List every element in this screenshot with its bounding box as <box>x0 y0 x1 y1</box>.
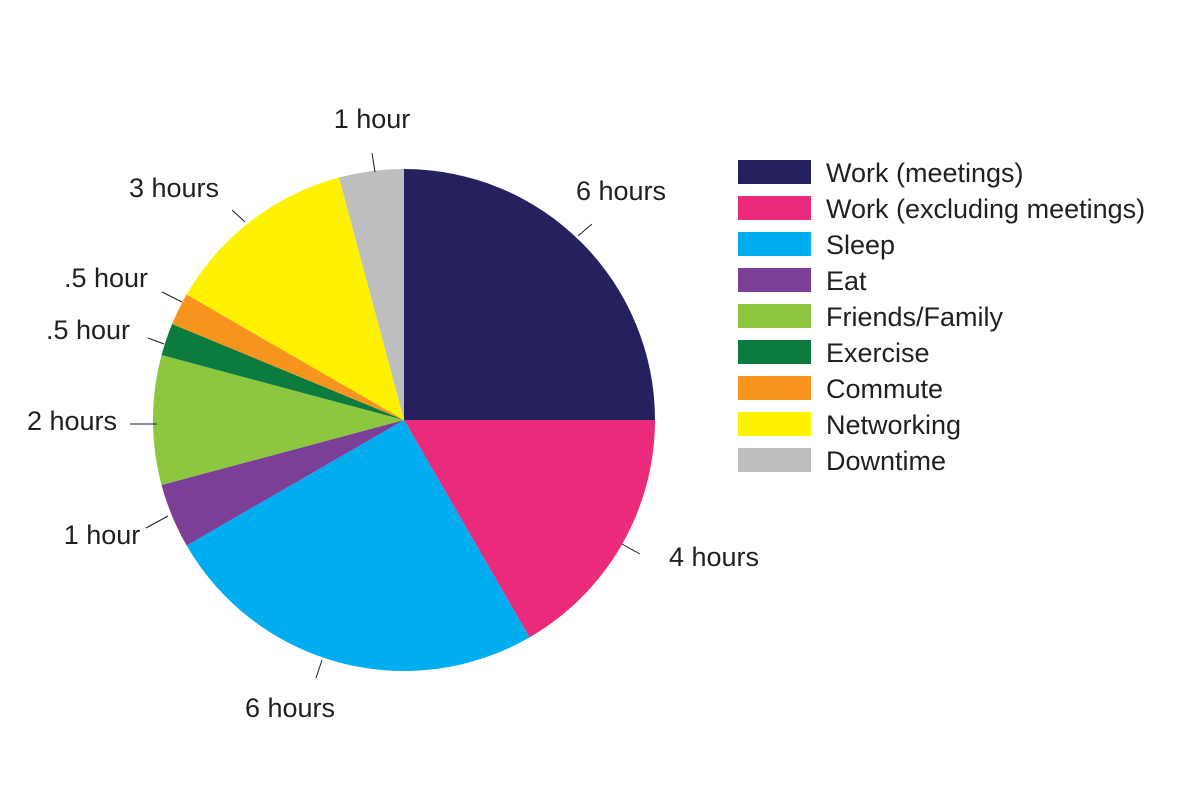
legend-swatch <box>738 304 811 328</box>
legend-label: Commute <box>826 374 943 404</box>
legend-swatch <box>738 196 811 220</box>
leader-line <box>621 543 641 555</box>
legend-swatch <box>738 232 811 256</box>
leader-line <box>315 659 323 679</box>
pie-slice-eat <box>161 420 404 546</box>
pie-slice-downtime <box>339 169 404 420</box>
legend-label: Work (excluding meetings) <box>826 194 1145 224</box>
legend-swatch <box>738 340 811 364</box>
pie-slice-friends-family <box>152 355 404 485</box>
leader-line <box>371 152 376 173</box>
legend-swatch <box>738 412 811 436</box>
legend-swatch <box>738 376 811 400</box>
legend-label: Downtime <box>826 446 946 476</box>
slice-value-label: .5 hour <box>64 263 148 293</box>
legend-swatch <box>738 268 811 292</box>
slice-value-label: 6 hours <box>245 693 335 723</box>
slice-value-label: .5 hour <box>46 315 130 345</box>
leader-line <box>577 223 593 237</box>
slice-value-label: 1 hour <box>334 104 411 134</box>
legend-label: Sleep <box>826 230 895 260</box>
leader-line <box>161 291 183 303</box>
pie-slice-work-excluding-meetings <box>404 420 655 638</box>
slice-leader-lines <box>130 152 641 679</box>
legend: Work (meetings) Work (excluding meetings)… <box>738 158 1145 476</box>
legend-label: Networking <box>826 410 961 440</box>
legend-label: Eat <box>826 266 867 296</box>
legend-label: Friends/Family <box>826 302 1004 332</box>
pie-slice-networking <box>186 177 404 420</box>
legend-swatch <box>738 160 811 184</box>
pie-slice-exercise <box>161 323 404 420</box>
slice-value-label: 1 hour <box>64 520 141 550</box>
slice-value-label: 3 hours <box>129 173 219 203</box>
leader-line <box>145 515 169 529</box>
pie-slice-work-meetings <box>404 169 655 420</box>
pie-slices <box>152 169 655 671</box>
legend-swatch <box>738 448 811 472</box>
leader-line <box>231 209 246 223</box>
slice-labels: 6 hours 4 hours 6 hours 1 hour 2 hours .5 hou… <box>27 104 759 723</box>
legend-label: Exercise <box>826 338 930 368</box>
slice-value-label: 2 hours <box>27 406 117 436</box>
slice-value-label: 6 hours <box>576 176 666 206</box>
pie-slice-sleep <box>186 420 530 671</box>
pie-slice-commute <box>172 294 404 420</box>
slice-value-label: 4 hours <box>669 542 759 572</box>
legend-label: Work (meetings) <box>826 158 1024 188</box>
leader-line <box>147 337 165 345</box>
